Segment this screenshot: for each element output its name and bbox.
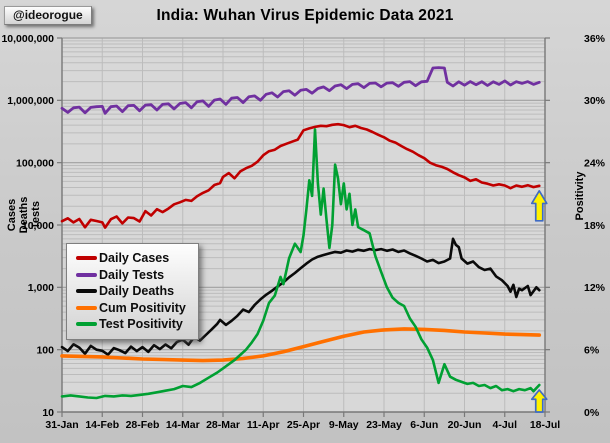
y-left-tick-label: 100,000 [16, 157, 54, 169]
x-tick-label: 6-Jun [410, 419, 438, 431]
legend-label: Test Positivity [99, 317, 183, 332]
y-axis-title-line-deaths: Deaths [18, 196, 30, 234]
tick-labels: 10,000,0001,000,000100,00010,0001,000100… [1, 33, 605, 431]
series-daily-deaths [60, 237, 541, 357]
y-right-tick-label: 30% [584, 95, 606, 107]
legend-label: Daily Deaths [99, 284, 175, 299]
y-right-tick-label: 36% [584, 33, 606, 45]
legend-swatch [76, 289, 97, 294]
y-axis-title-right: Positivity [574, 171, 586, 221]
legend-item-daily-deaths: Daily Deaths [76, 283, 186, 300]
x-tick-label: 31-Jan [45, 419, 78, 431]
legend-label: Cum Positivity [99, 300, 186, 315]
y-axis-title-left: Cases Deaths Tests [6, 170, 42, 260]
up-arrow-cases [530, 189, 548, 222]
x-tick-label: 28-Feb [126, 419, 160, 431]
y-left-tick-label: 10,000 [22, 220, 54, 232]
legend-label: Daily Tests [99, 267, 165, 282]
legend-item-test-positivity: Test Positivity [76, 316, 186, 333]
y-left-tick-label: 1,000,000 [7, 95, 54, 107]
series-cum-positivity [60, 327, 542, 363]
y-right-tick-label: 24% [584, 157, 606, 169]
y-right-tick-label: 6% [584, 344, 600, 356]
legend-swatch [76, 305, 97, 310]
y-right-tick-label: 0% [584, 407, 600, 419]
x-tick-label: 14-Mar [166, 419, 200, 431]
y-left-tick-label: 10,000,000 [1, 33, 54, 45]
x-tick-label: 4-Jul [492, 419, 517, 431]
x-tick-label: 14-Feb [85, 419, 119, 431]
legend: Daily Cases Daily Tests Daily Deaths Cum Po… [66, 243, 199, 340]
x-tick-label: 20-Jun [448, 419, 482, 431]
series-daily-cases [60, 122, 541, 229]
series-test-positivity [60, 128, 541, 400]
x-tick-label: 18-Jul [530, 419, 560, 431]
axes [57, 37, 550, 417]
y-left-tick-label: 10 [42, 407, 54, 419]
series-daily-tests [60, 66, 541, 115]
chart-title: India: Wuhan Virus Epidemic Data 2021 [156, 7, 454, 24]
legend-item-daily-cases: Daily Cases [76, 250, 186, 267]
x-tick-label: 11-Apr [247, 419, 280, 431]
y-right-tick-label: 12% [584, 282, 606, 294]
legend-swatch [76, 272, 97, 277]
x-tick-label: 9-May [329, 419, 359, 431]
legend-item-cum-positivity: Cum Positivity [76, 300, 186, 317]
y-axis-title-line-tests: Tests [30, 201, 42, 229]
y-axis-title-line-cases: Cases [6, 198, 18, 232]
legend-item-daily-tests: Daily Tests [76, 267, 186, 284]
y-left-tick-label: 100 [36, 344, 54, 356]
up-arrow-positivity [530, 389, 548, 413]
legend-label: Daily Cases [99, 251, 170, 266]
y-left-tick-label: 1,000 [28, 282, 54, 294]
x-tick-label: 28-Mar [206, 419, 240, 431]
watermark-text: @ideorogue [13, 8, 83, 22]
legend-swatch [76, 322, 97, 327]
x-tick-label: 23-May [366, 419, 402, 431]
legend-swatch [76, 256, 97, 261]
watermark-badge: @ideorogue [4, 6, 92, 25]
y-right-tick-label: 18% [584, 220, 606, 232]
x-tick-label: 25-Apr [287, 419, 320, 431]
